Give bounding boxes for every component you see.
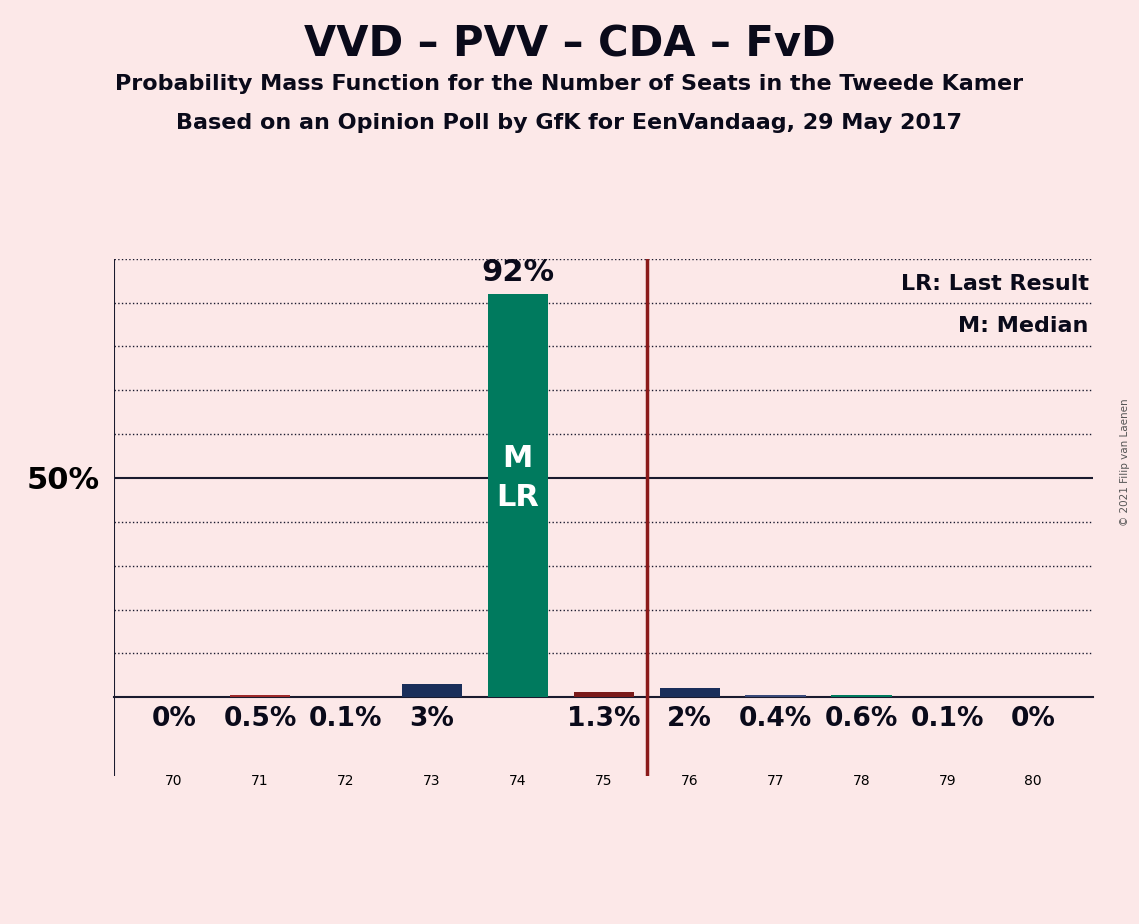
Text: VVD – PVV – CDA – FvD: VVD – PVV – CDA – FvD bbox=[304, 23, 835, 65]
Bar bbox=[745, 696, 805, 698]
Bar bbox=[831, 695, 892, 698]
Text: 0%: 0% bbox=[1010, 706, 1056, 732]
Bar bbox=[659, 688, 720, 698]
Text: M
LR: M LR bbox=[497, 444, 539, 512]
Text: LR: Last Result: LR: Last Result bbox=[901, 274, 1089, 294]
Text: 0%: 0% bbox=[151, 706, 197, 732]
Bar bbox=[402, 684, 462, 698]
Text: 0.1%: 0.1% bbox=[309, 706, 383, 732]
Text: Probability Mass Function for the Number of Seats in the Tweede Kamer: Probability Mass Function for the Number… bbox=[115, 74, 1024, 94]
Text: 1.3%: 1.3% bbox=[567, 706, 640, 732]
Bar bbox=[230, 695, 290, 698]
Text: M: Median: M: Median bbox=[958, 316, 1089, 335]
Text: 0.4%: 0.4% bbox=[739, 706, 812, 732]
Text: 2%: 2% bbox=[667, 706, 712, 732]
Text: 92%: 92% bbox=[481, 258, 555, 287]
Bar bbox=[487, 294, 548, 698]
Text: 0.1%: 0.1% bbox=[910, 706, 984, 732]
Text: 0.5%: 0.5% bbox=[223, 706, 296, 732]
Text: 0.6%: 0.6% bbox=[825, 706, 899, 732]
Text: Based on an Opinion Poll by GfK for EenVandaag, 29 May 2017: Based on an Opinion Poll by GfK for EenV… bbox=[177, 113, 962, 133]
Bar bbox=[574, 691, 633, 698]
Text: © 2021 Filip van Laenen: © 2021 Filip van Laenen bbox=[1120, 398, 1130, 526]
Text: 3%: 3% bbox=[409, 706, 454, 732]
